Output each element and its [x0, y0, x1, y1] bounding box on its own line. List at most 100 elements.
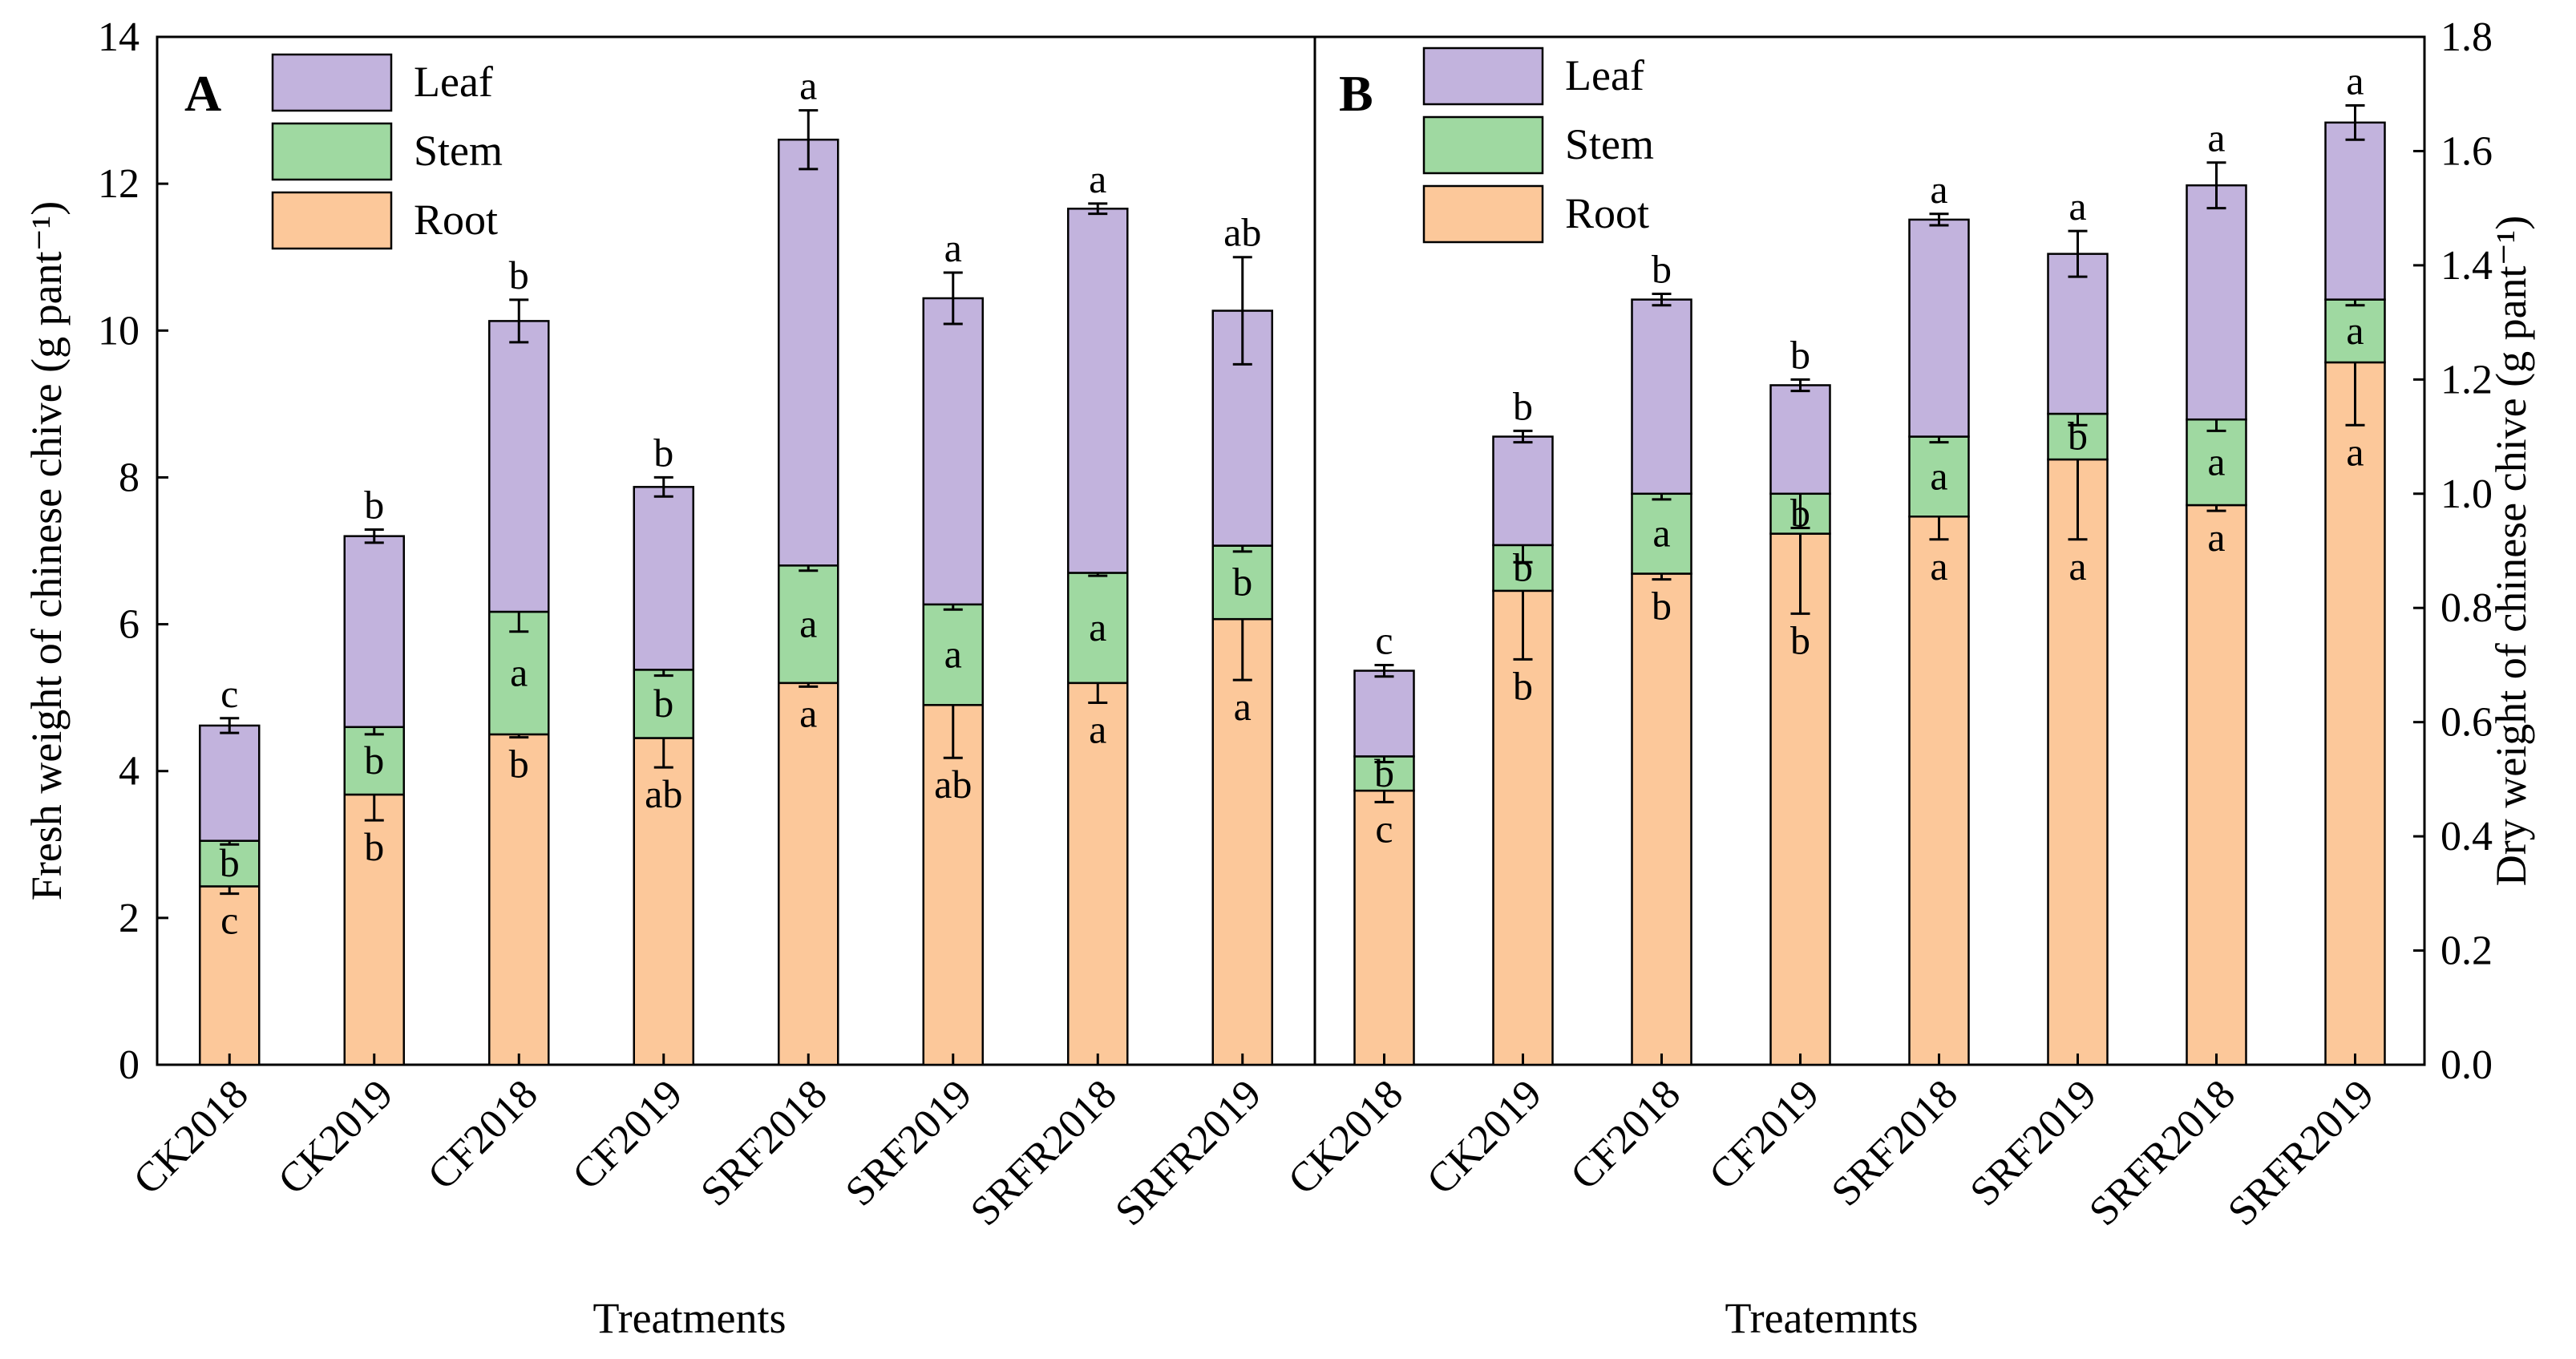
- significance-label-stem: b: [1513, 544, 1533, 589]
- bar-segment-leaf: [1769, 384, 1831, 495]
- significance-label-stem: b: [1232, 559, 1252, 604]
- significance-label-leaf: c: [220, 671, 238, 716]
- legend-label-root: Root: [1565, 189, 1649, 237]
- significance-label-leaf: a: [2346, 58, 2364, 103]
- bar-segment-leaf: [488, 320, 550, 613]
- bar-segment-leaf: [2324, 121, 2386, 301]
- significance-label-root: b: [509, 742, 529, 787]
- significance-label-root: a: [1089, 707, 1106, 752]
- bar-segment-stem: [1908, 435, 1970, 518]
- significance-label-root: a: [1930, 544, 1947, 588]
- bar-segment-root: [778, 682, 839, 1066]
- significance-label-stem: a: [2346, 308, 2364, 353]
- bar-segment-root: [1492, 589, 1554, 1066]
- bar-segment-root: [2324, 361, 2386, 1066]
- bar-segment-leaf: [343, 535, 405, 729]
- y-tick-label: 0.4: [2441, 814, 2493, 859]
- y-tick-label: 14: [98, 14, 140, 60]
- legend-label-leaf: Leaf: [1565, 51, 1644, 99]
- y-tick-label: 1.6: [2441, 128, 2493, 174]
- panel-letter: B: [1339, 65, 1373, 122]
- significance-label-root: b: [1652, 584, 1672, 629]
- significance-label-stem: b: [364, 738, 384, 783]
- y-tick-label: 0.8: [2441, 585, 2493, 631]
- bar-segment-stem: [1067, 572, 1129, 685]
- panel-letter: A: [184, 65, 221, 122]
- significance-label-leaf: a: [2068, 184, 2086, 229]
- y-tick-label: 8: [119, 455, 140, 500]
- legend-swatch-root: [271, 191, 393, 250]
- bar-segment-leaf: [1908, 218, 1970, 438]
- significance-label-root: ab: [645, 771, 682, 816]
- significance-label-stem: a: [799, 601, 817, 646]
- bar-segment-root: [2186, 504, 2247, 1066]
- bar-segment-root: [1631, 572, 1692, 1066]
- significance-label-stem: a: [1089, 605, 1106, 649]
- significance-label-leaf: b: [653, 430, 673, 475]
- y-tick-label: 2: [119, 896, 140, 941]
- y-tick-label: 10: [98, 308, 140, 354]
- y-tick-label: 0.0: [2441, 1042, 2493, 1088]
- significance-label-stem: a: [510, 649, 528, 694]
- bar-segment-root: [633, 737, 694, 1066]
- y-tick-label: 12: [98, 161, 140, 207]
- significance-label-root: a: [2207, 515, 2225, 560]
- significance-label-stem: b: [1790, 491, 1810, 536]
- significance-label-stem: b: [653, 681, 673, 726]
- bar-segment-leaf: [633, 486, 694, 671]
- significance-label-leaf: c: [1375, 617, 1393, 662]
- significance-label-root: c: [220, 898, 238, 943]
- bar-segment-root: [199, 885, 261, 1066]
- significance-label-leaf: b: [1790, 332, 1810, 377]
- legend-swatch-leaf: [1422, 47, 1544, 106]
- bar-segment-root: [1067, 682, 1129, 1066]
- significance-label-root: a: [799, 690, 817, 735]
- bar-segment-leaf: [1631, 298, 1692, 495]
- significance-label-root: b: [364, 824, 384, 869]
- y-tick-label: 0.2: [2441, 928, 2493, 974]
- y-tick-label: 1.4: [2441, 243, 2493, 289]
- significance-label-root: a: [2346, 429, 2364, 474]
- bar-segment-stem: [778, 564, 839, 685]
- legend-swatch-leaf: [271, 53, 393, 112]
- legend-label-root: Root: [414, 196, 498, 244]
- significance-label-stem: a: [1930, 453, 1947, 498]
- bar-segment-leaf: [2047, 253, 2109, 415]
- y-axis-title: Dry weight of chinese chive (g pant⁻¹): [2487, 216, 2535, 886]
- legend-label-leaf: Leaf: [414, 58, 493, 106]
- bar-segment-leaf: [1492, 435, 1554, 547]
- y-tick-label: 0: [119, 1042, 140, 1088]
- bar-segment-leaf: [1353, 669, 1415, 758]
- bar-segment-leaf: [922, 297, 984, 606]
- bar-segment-root: [922, 704, 984, 1066]
- panel-b-dry-weight: 0.0 0.2 0.4 0.6 0.8 1.0 1.2 1.4 1.6 1.8 Dry weight…: [1280, 14, 2535, 1342]
- bar-segment-leaf: [199, 724, 261, 842]
- y-tick-label: 0.6: [2441, 700, 2493, 746]
- significance-label-root: a: [2068, 544, 2086, 588]
- significance-label-leaf: b: [1513, 383, 1533, 428]
- significance-label-leaf: a: [944, 225, 962, 270]
- legend-swatch-root: [1422, 184, 1544, 244]
- significance-label-leaf: a: [1930, 167, 1947, 212]
- legend-label-stem: Stem: [1565, 120, 1654, 168]
- bar-segment-stem: [2324, 298, 2386, 364]
- significance-label-leaf: b: [509, 253, 529, 297]
- bar-segment-leaf: [778, 138, 839, 567]
- bar-segment-root: [1908, 516, 1970, 1066]
- significance-label-root: a: [1234, 684, 1252, 729]
- significance-label-leaf: a: [2207, 115, 2225, 160]
- significance-label-stem: a: [1652, 511, 1670, 556]
- y-axis-title: Fresh weight of chinese chive (g pant⁻¹): [22, 201, 71, 900]
- significance-label-root: b: [1513, 663, 1533, 708]
- significance-label-stem: a: [2207, 439, 2225, 484]
- significance-label-stem: b: [1374, 750, 1394, 795]
- y-tick-label: 1.2: [2441, 357, 2493, 402]
- y-tick-label: 1.0: [2441, 471, 2493, 517]
- significance-label-leaf: b: [364, 482, 384, 527]
- bar-segment-stem: [343, 726, 405, 796]
- y-tick-label: 4: [119, 749, 140, 795]
- significance-label-leaf: ab: [1223, 210, 1261, 255]
- plot-frame: [1313, 35, 2426, 1066]
